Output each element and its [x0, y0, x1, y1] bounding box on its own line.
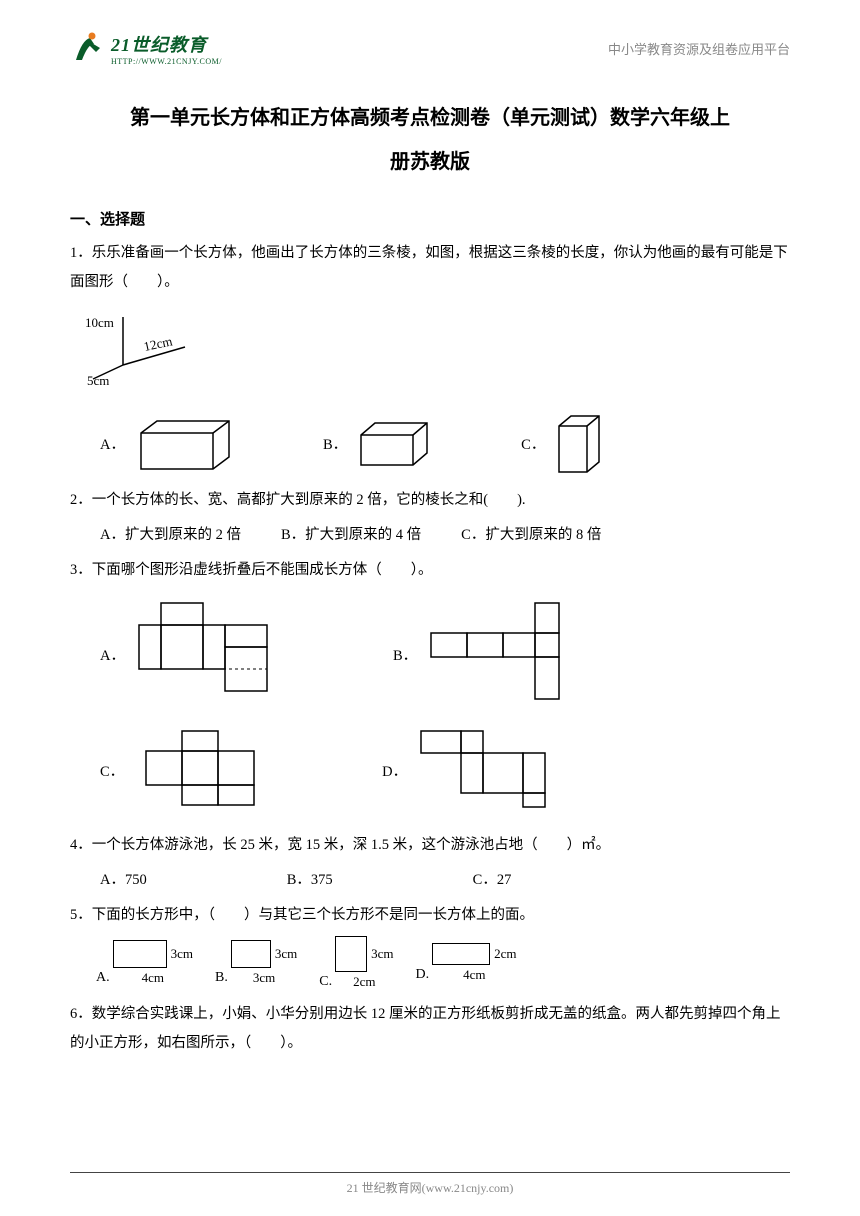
question-3: 3．下面哪个图形沿虚线折叠后不能围成长方体（ ）。 — [70, 556, 790, 585]
q1-options: A． B． C． — [100, 412, 790, 474]
footer-divider — [70, 1172, 790, 1173]
q2-options: A．扩大到原来的 2 倍 B．扩大到原来的 4 倍 C．扩大到原来的 8 倍 — [100, 523, 790, 544]
q2-opt-a: A．扩大到原来的 2 倍 — [100, 523, 241, 544]
cuboid-tall-icon — [553, 412, 603, 474]
q5-opt-c: C. 3cm 2cm — [319, 936, 393, 990]
q3-opt-d-label: D． — [382, 760, 407, 781]
q4-opt-a: A．750 — [100, 868, 147, 889]
rect-b-box — [231, 940, 271, 968]
q3-opt-a: A． — [100, 599, 293, 709]
rect-b-wrap: 3cm 3cm — [231, 940, 297, 986]
q2-opt-b: B．扩大到原来的 4 倍 — [281, 523, 421, 544]
rect-a-w: 4cm — [142, 970, 164, 986]
q5-opt-a-label: A. — [96, 970, 110, 986]
dim-5cm: 5cm — [87, 373, 109, 387]
logo-main-text: 21世纪教育 — [111, 31, 222, 57]
rect-a-box — [113, 940, 167, 968]
logo-text-block: 21世纪教育 HTTP://WWW.21CNJY.COM/ — [111, 31, 222, 66]
q3-opt-c-label: C． — [100, 760, 124, 781]
rect-c-h: 3cm — [371, 946, 393, 962]
logo-sub-text: HTTP://WWW.21CNJY.COM/ — [111, 57, 222, 66]
logo-area: 21世纪教育 HTTP://WWW.21CNJY.COM/ — [70, 30, 222, 66]
rect-a-h: 3cm — [171, 946, 193, 962]
section-heading: 一、选择题 — [70, 208, 790, 229]
rect-a-wrap: 3cm 4cm — [113, 940, 193, 986]
net-c-icon — [132, 727, 272, 813]
q1-opt-c: C． — [521, 412, 603, 474]
rect-b-h: 3cm — [275, 946, 297, 962]
page-footer: 21 世纪教育网(www.21cnjy.com) — [0, 1172, 860, 1196]
q5-opt-b: B. 3cm 3cm — [215, 940, 297, 986]
main-title: 第一单元长方体和正方体高频考点检测卷（单元测试）数学六年级上 册苏教版 — [70, 96, 790, 184]
q1-opt-a: A． — [100, 415, 233, 471]
cuboid-wide-icon — [133, 415, 233, 471]
q1-opt-c-label: C． — [521, 433, 545, 454]
page-header: 21世纪教育 HTTP://WWW.21CNJY.COM/ 中小学教育资源及组卷… — [70, 30, 790, 66]
rect-d-wrap: 2cm 4cm — [432, 943, 516, 983]
q5-opt-b-label: B. — [215, 970, 228, 986]
rect-d-h: 2cm — [494, 946, 516, 962]
net-d-icon — [415, 727, 565, 813]
q3-opt-b: B． — [393, 599, 585, 709]
q2-opt-c: C．扩大到原来的 8 倍 — [461, 523, 601, 544]
net-a-icon — [133, 599, 293, 709]
q3-options-row1: A． B． — [100, 599, 790, 709]
q1-opt-a-label: A． — [100, 433, 125, 454]
rect-c-w: 2cm — [353, 974, 375, 990]
question-4: 4．一个长方体游泳池，长 25 米，宽 15 米，深 1.5 米，这个游泳池占地… — [70, 831, 790, 860]
q1-edge-diagram: 10cm 12cm 5cm — [85, 307, 790, 392]
question-5: 5．下面的长方形中，（ ）与其它三个长方形不是同一长方体上的面。 — [70, 901, 790, 930]
q4-opt-c: C．27 — [473, 868, 512, 889]
header-right-text: 中小学教育资源及组卷应用平台 — [608, 39, 790, 58]
rect-d-w: 4cm — [463, 967, 485, 983]
q3-opt-d: D． — [382, 727, 565, 813]
dim-10cm: 10cm — [85, 315, 114, 330]
q1-opt-b-label: B． — [323, 433, 347, 454]
q4-opt-b: B．375 — [287, 868, 333, 889]
q5-opt-d-label: D. — [415, 967, 429, 983]
rect-c-box — [335, 936, 367, 972]
q3-opt-c: C． — [100, 727, 272, 813]
q3-opt-b-label: B． — [393, 644, 417, 665]
question-2: 2．一个长方体的长、宽、高都扩大到原来的 2 倍，它的棱长之和( ). — [70, 486, 790, 515]
q5-opt-a: A. 3cm 4cm — [96, 940, 193, 986]
logo-icon — [70, 30, 106, 66]
rect-b-w: 3cm — [253, 970, 275, 986]
rect-c-wrap: 3cm 2cm — [335, 936, 393, 990]
q4-options: A．750 B．375 C．27 — [100, 868, 790, 889]
title-line-1: 第一单元长方体和正方体高频考点检测卷（单元测试）数学六年级上 — [130, 107, 730, 129]
q5-opt-c-label: C. — [319, 974, 332, 990]
q5-options: A. 3cm 4cm B. 3cm 3cm C. 3cm 2cm — [96, 936, 790, 990]
net-b-icon — [425, 599, 585, 709]
question-1: 1．乐乐准备画一个长方体，他画出了长方体的三条棱，如图，根据这三条棱的长度，你认… — [70, 239, 790, 297]
question-6: 6．数学综合实践课上，小娟、小华分别用边长 12 厘米的正方形纸板剪折成无盖的纸… — [70, 1000, 790, 1058]
footer-text: 21 世纪教育网(www.21cnjy.com) — [347, 1181, 514, 1195]
q5-opt-d: D. 2cm 4cm — [415, 943, 516, 983]
q3-options-row2: C． D． — [100, 727, 790, 813]
q1-opt-b: B． — [323, 419, 431, 467]
cuboid-low-icon — [355, 419, 431, 467]
title-line-2: 册苏教版 — [390, 151, 470, 173]
rect-d-box — [432, 943, 490, 965]
q3-opt-a-label: A． — [100, 644, 125, 665]
